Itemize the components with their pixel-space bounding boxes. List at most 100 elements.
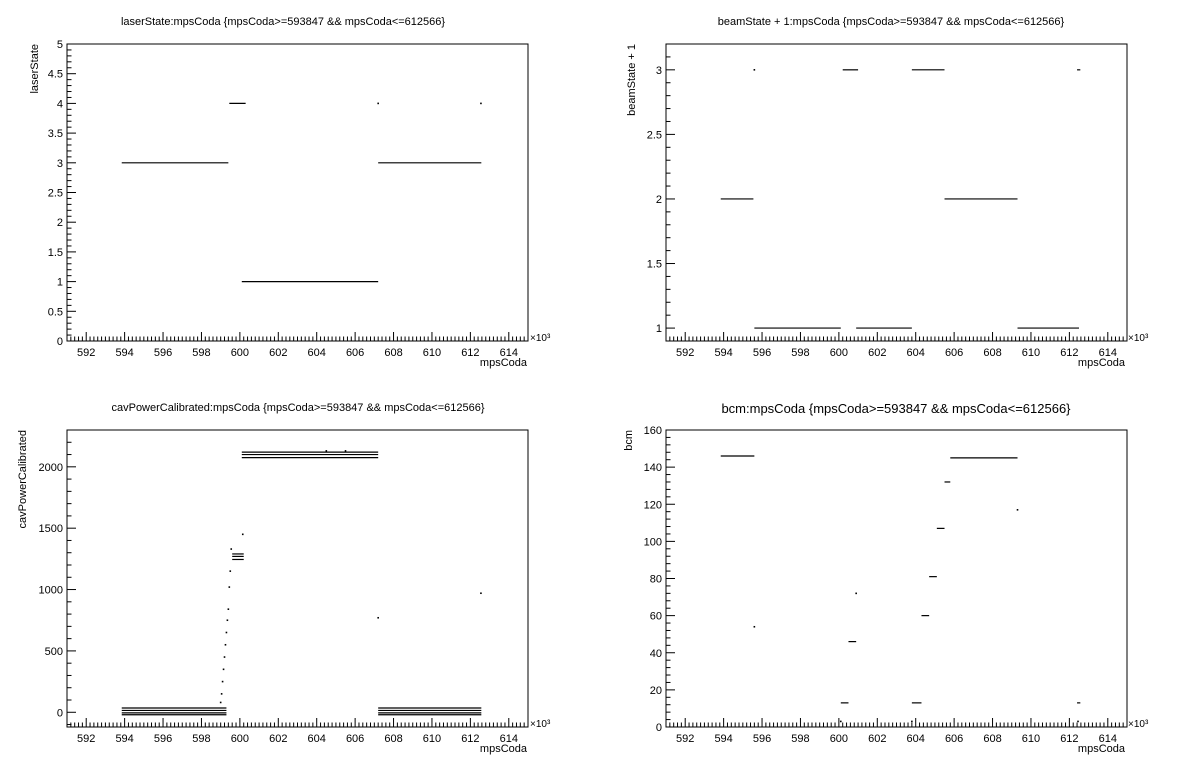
x-tick-label: 598 [192,733,210,745]
data-point [1077,720,1079,723]
x-tick-label: 614 [500,347,518,359]
x-tick-label: 594 [115,347,133,359]
y-tick-label: 1000 [39,585,63,597]
x-tick-label: 600 [231,347,249,359]
data-point [377,102,379,105]
y-tick-label: 1.5 [647,259,662,271]
data-point [480,592,482,595]
x-axis-exponent: ×10³ [530,719,551,730]
x-tick-label: 604 [308,733,326,745]
axis-ticks: 592 594 596 598 600 602 604 606 608 610 612 614 0 0.5… [48,39,529,359]
data-point [377,616,379,619]
x-tick-label: 612 [1060,733,1078,745]
data-marks [720,455,1081,723]
data-point [223,656,226,658]
y-tick-label: 120 [644,499,662,511]
y-tick-label: 160 [644,425,662,437]
x-tick-label: 596 [753,347,771,359]
data-point [839,720,842,723]
x-tick-label: 604 [308,347,326,359]
chart-panel-bcm: bcm:mpsCoda {mpsCoda>=593847 && mpsCoda<… [623,401,1149,755]
data-point [753,69,756,71]
y-tick-label: 2 [656,194,662,206]
data-point [219,701,222,704]
y-axis-label: cavPowerCalibrated [17,430,29,528]
chart-title: cavPowerCalibrated:mpsCoda {mpsCoda>=593… [111,402,484,414]
y-tick-label: 40 [650,648,662,660]
y-tick-label: 4 [57,98,63,110]
x-tick-label: 610 [1022,347,1040,359]
y-tick-label: 1 [656,323,662,335]
data-point [226,619,229,622]
axis-ticks: 592 594 596 598 600 602 604 606 608 610 612 614 0 20 4… [644,425,1128,745]
y-axis-label: bcm [623,430,635,451]
chart-title: bcm:mpsCoda {mpsCoda>=593847 && mpsCoda<… [721,401,1071,416]
x-tick-label: 602 [269,733,287,745]
chart-panel-beamstate: beamState + 1:mpsCoda {mpsCoda>=593847 &… [626,16,1149,369]
data-point [229,570,232,572]
data-point [230,548,233,550]
data-point [911,720,913,723]
axis-ticks: 592 594 596 598 600 602 604 606 608 610 612 614 0 500… [39,429,529,745]
x-tick-label: 606 [346,347,364,359]
x-tick-label: 602 [868,733,886,745]
y-tick-label: 100 [644,536,662,548]
x-axis-label: mpsCoda [1078,357,1126,369]
x-tick-label: 598 [192,347,210,359]
axis-ticks: 592 594 596 598 600 602 604 606 608 610 612 614 1 1.5… [647,43,1128,359]
x-tick-label: 598 [791,733,809,745]
data-point [228,586,231,588]
data-point [480,102,482,105]
x-tick-label: 594 [115,733,133,745]
data-point [221,680,224,683]
x-tick-label: 592 [77,733,95,745]
chart-panel-cavpower: cavPowerCalibrated:mpsCoda {mpsCoda>=593… [17,402,551,755]
x-tick-label: 604 [907,733,925,745]
data-point [753,625,756,628]
x-tick-label: 606 [945,347,963,359]
y-tick-label: 2 [57,217,63,229]
x-axis-label: mpsCoda [480,743,528,755]
data-point [222,668,225,671]
y-tick-label: 2.5 [48,188,63,200]
chart-title: beamState + 1:mpsCoda {mpsCoda>=593847 &… [718,16,1065,28]
data-point [224,643,227,646]
y-tick-label: 4.5 [48,69,63,81]
y-tick-label: 0 [57,707,63,719]
x-tick-label: 610 [423,347,441,359]
x-tick-label: 602 [868,347,886,359]
x-tick-label: 614 [1099,347,1117,359]
x-tick-label: 608 [983,347,1001,359]
x-tick-label: 600 [830,347,848,359]
x-tick-label: 608 [384,347,402,359]
y-tick-label: 60 [650,611,662,623]
y-tick-label: 20 [650,685,662,697]
plot-frame [665,429,1128,728]
x-tick-label: 592 [676,347,694,359]
y-tick-label: 3.5 [48,128,63,140]
x-axis-label: mpsCoda [480,357,528,369]
y-tick-label: 3 [656,65,662,77]
x-tick-label: 598 [791,347,809,359]
data-marks [720,69,1081,329]
data-marks [121,450,482,716]
x-tick-label: 608 [384,733,402,745]
data-point [225,631,228,634]
x-tick-label: 600 [830,733,848,745]
x-tick-label: 612 [461,733,479,745]
y-axis-label: laserState [29,44,41,94]
data-point [227,608,230,610]
y-tick-label: 500 [45,646,63,658]
x-tick-label: 596 [753,733,771,745]
x-tick-label: 612 [461,347,479,359]
x-tick-label: 592 [77,347,95,359]
y-tick-label: 1 [57,277,63,289]
data-point [855,592,857,595]
y-tick-label: 140 [644,462,662,474]
plot-frame [66,43,529,342]
data-marks [121,102,482,283]
y-tick-label: 0.5 [48,306,63,318]
x-tick-label: 596 [154,733,172,745]
x-tick-label: 606 [945,733,963,745]
